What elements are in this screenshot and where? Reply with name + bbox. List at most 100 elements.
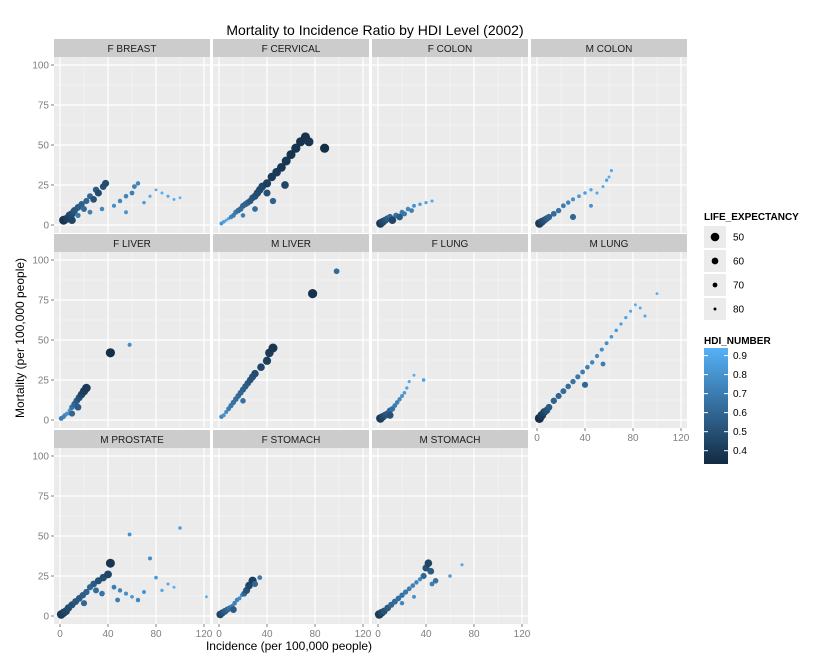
data-point [424,200,428,205]
data-point [448,574,452,578]
x-tick-label: 80 [468,629,480,640]
x-tick-label: 0 [375,629,381,640]
legend-color-label: 0.5 [733,427,747,438]
data-point [81,206,87,212]
legend-life-expectancy: LIFE_EXPECTANCY 50 60 70 80 [704,212,799,320]
facet-panel: M LUNG 0 40 80 120 [531,234,690,444]
data-point [105,558,115,568]
data-point [281,156,291,166]
data-point [405,386,409,390]
legend-color-label: 0.8 [733,370,747,381]
data-point [570,378,576,385]
data-point [410,583,416,588]
data-point [135,181,141,186]
data-point [599,347,604,352]
facet-strip-label: M LUNG [590,239,629,250]
data-point [333,268,340,275]
data-point [123,193,129,199]
data-point [397,397,402,402]
data-point [237,596,242,601]
y-tick-label: 100 [32,452,49,463]
data-point [94,189,102,197]
data-point [78,201,85,208]
data-point [127,532,132,537]
data-point [291,143,301,153]
data-point [115,597,121,603]
data-point [414,580,419,585]
data-point [555,392,562,400]
data-point [142,590,146,594]
chart-title: Mortality to Incidence Ratio by HDI Leve… [226,22,523,38]
data-point [166,194,170,198]
data-point [172,585,176,589]
facet-strip [213,234,369,252]
data-point [629,309,633,313]
legend-size-key [711,257,719,265]
data-point [427,567,435,575]
data-point [595,191,599,195]
data-point [570,197,576,202]
data-point [399,600,405,606]
data-point [619,322,623,326]
facet-panel: F STOMACH 0 40 80 120 [213,430,372,640]
data-point [407,380,411,384]
x-tick-label: 40 [102,629,114,640]
data-point [99,206,105,212]
data-point [396,213,403,221]
facet-panel: F LUNG [372,234,528,428]
facet-panel: F BREAST 0 25 50 75 100 [32,39,210,233]
data-point [409,208,415,214]
facet-panel: M COLON [531,39,687,233]
data-point [222,220,226,224]
data-point [166,582,170,586]
legend-color-label: 0.6 [733,408,747,419]
data-point [638,306,642,310]
data-point [395,595,402,602]
data-point [388,216,397,225]
x-tick-label: 40 [420,629,432,640]
data-point [601,185,605,189]
data-point [105,348,115,358]
data-point [269,197,277,205]
data-point [589,203,593,208]
data-point [232,600,237,606]
data-point [429,581,435,587]
data-point [406,586,412,592]
data-point [262,356,272,365]
facet-strip-label: F LIVER [113,239,151,250]
hdi-color-bar [704,348,728,464]
data-point [68,410,76,417]
data-point [268,343,278,353]
y-tick-label: 25 [38,181,50,192]
data-point [224,218,228,222]
data-point [460,563,464,567]
y-axis-label: Mortality (per 100,000 people) [13,258,27,418]
y-tick-label: 100 [32,256,49,267]
data-point [230,606,237,613]
legend-size-title: LIFE_EXPECTANCY [704,212,799,223]
data-point [93,587,99,594]
data-point [308,289,318,299]
data-point [577,194,581,199]
data-point [75,212,81,218]
data-point [432,578,439,584]
data-point [178,196,182,200]
data-point [111,584,117,590]
y-tick-label: 75 [38,101,50,112]
data-point [262,179,272,188]
data-point [68,216,76,225]
data-point [386,411,394,419]
data-point [624,315,628,320]
data-point [82,383,91,393]
data-point [224,409,229,415]
data-point [251,369,259,378]
data-point [117,588,123,593]
x-tick-label: 40 [579,433,591,444]
facet-strip-label: M STOMACH [420,435,481,446]
data-point [583,191,587,195]
data-point [589,188,593,192]
facet-strip-label: M COLON [586,44,633,55]
data-point [604,178,609,182]
facet-strip-label: F CERVICAL [262,44,321,55]
